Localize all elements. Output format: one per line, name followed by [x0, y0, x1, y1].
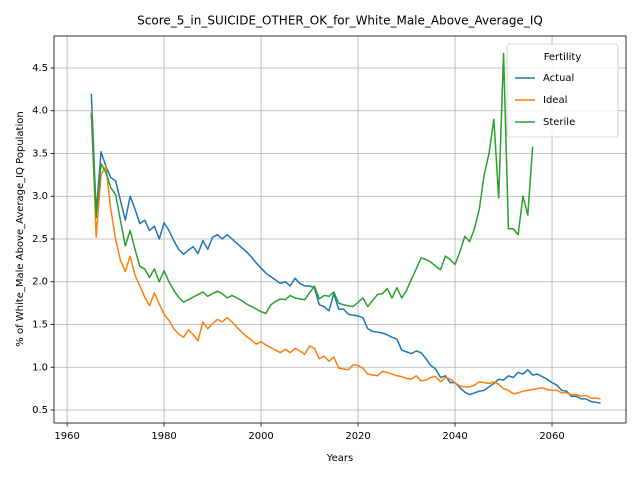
x-tick-label: 1960	[54, 431, 79, 442]
x-tick-label: 2040	[442, 431, 467, 442]
y-tick-label: 1.0	[32, 362, 48, 373]
line-series	[90, 52, 534, 315]
chart-title: Score_5_in_SUICIDE_OTHER_OK_for_White_Ma…	[137, 14, 543, 28]
legend-box	[506, 43, 619, 138]
legend-label: Ideal	[543, 95, 567, 106]
y-tick-label: 4.5	[32, 63, 48, 74]
legend-label: Sterile	[543, 117, 575, 128]
x-tick-label: 2020	[345, 431, 370, 442]
y-tick-label: 1.5	[32, 319, 48, 330]
x-axis-label: Years	[326, 453, 353, 464]
y-tick-label: 0.5	[32, 405, 48, 416]
plot-frame	[53, 35, 627, 424]
legend: Fertility Actual Ideal Sterile	[506, 43, 619, 138]
legend-title: Fertility	[544, 52, 582, 63]
y-tick-label: 4.0	[32, 106, 48, 117]
x-tick-label: 1980	[151, 431, 176, 442]
legend-label: Actual	[543, 73, 574, 84]
y-tick-label: 3.0	[32, 191, 48, 202]
y-axis-label: % of White_Male Above_Average_IQ Populat…	[15, 111, 26, 346]
y-tick-label: 2.5	[32, 234, 48, 245]
x-tick-label: 2060	[539, 431, 564, 442]
line-series	[90, 93, 601, 404]
y-tick-label: 3.5	[32, 148, 48, 159]
x-tick-label: 2000	[248, 431, 273, 442]
y-tick-label: 2.0	[32, 277, 48, 288]
line-series	[90, 110, 601, 400]
